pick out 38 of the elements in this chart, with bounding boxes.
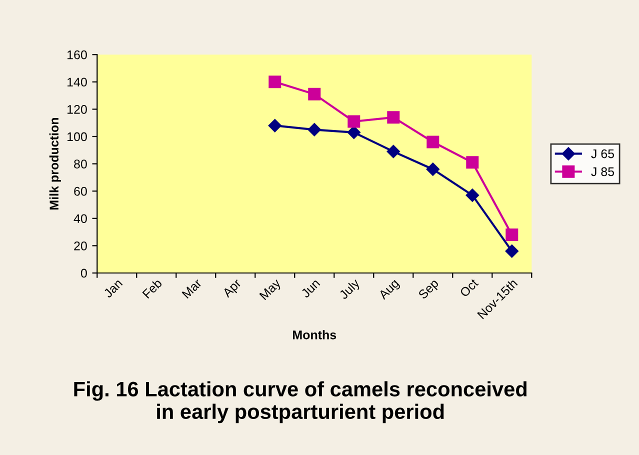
y-tick-label: 80: [74, 160, 87, 168]
y-axis-title: Milk production: [49, 118, 61, 210]
point: [268, 118, 282, 132]
point: [466, 188, 479, 202]
x-tick-label: Mar: [182, 278, 202, 299]
point: [386, 144, 400, 158]
x-tick-label: Feb: [142, 278, 163, 299]
y-tick-label: 20: [74, 242, 87, 250]
x-tick-label: July: [338, 278, 362, 302]
y-tick-label: 60: [74, 186, 87, 196]
point: [426, 136, 440, 148]
point: [466, 156, 479, 169]
legend-label: J 65: [591, 149, 614, 158]
y-tick-label: 120: [68, 105, 87, 114]
y-tick-label: 40: [74, 214, 87, 224]
x-axis-title: Months: [293, 330, 336, 340]
y-tick-label: 140: [68, 78, 87, 87]
x-tick-label: May: [259, 278, 284, 302]
x-tick-label: Jun: [300, 278, 320, 298]
legend-label: J 85: [591, 167, 614, 176]
point: [505, 244, 518, 258]
point: [308, 123, 321, 136]
point: [348, 115, 360, 128]
x-tick-label: Apr: [222, 278, 244, 300]
x-tick-label: Sep: [418, 278, 441, 302]
point: [268, 76, 282, 88]
x-tick-label: Jan: [103, 278, 123, 298]
y-tick-label: 0: [80, 268, 87, 278]
x-tick-label: Aug: [378, 278, 402, 302]
point: [506, 228, 518, 242]
point: [308, 88, 321, 100]
text: Fig. 16 Lactation curve of camels reconceived in early postparturient period: [74, 381, 526, 424]
y-tick-label: 100: [68, 132, 87, 142]
point: [347, 126, 360, 139]
point: [387, 111, 400, 124]
y-tick-label: 160: [68, 50, 87, 60]
x-tick-label: Oct: [459, 278, 479, 298]
point: [426, 162, 440, 176]
